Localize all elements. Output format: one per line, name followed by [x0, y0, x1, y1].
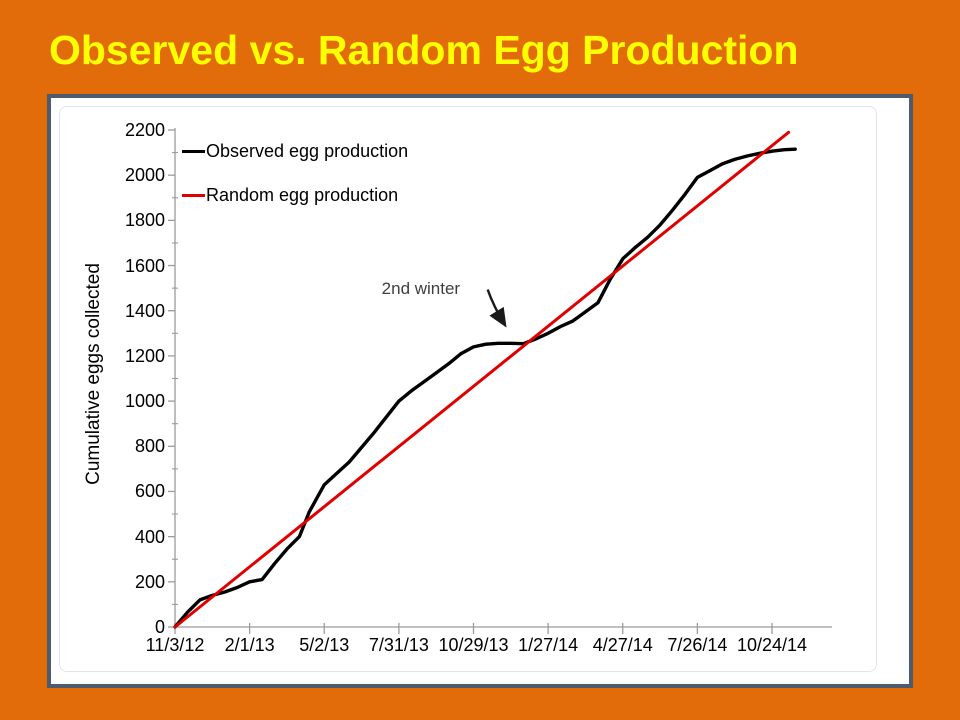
y-tick-label: 1800	[124, 210, 165, 231]
x-tick-label: 4/27/14	[592, 635, 653, 655]
y-tick-label: 1200	[124, 345, 165, 366]
legend-swatch	[182, 193, 205, 197]
slide-title: Observed vs. Random Egg Production	[49, 27, 799, 73]
y-tick-label: 200	[134, 571, 165, 592]
y-tick-label: 600	[134, 481, 165, 502]
x-tick-label: 1/27/14	[518, 635, 579, 655]
legend-item: Random egg production	[182, 184, 408, 206]
legend-item: Observed egg production	[182, 140, 408, 162]
annotation-arrow	[486, 289, 507, 328]
x-tick-label: 7/26/14	[667, 635, 728, 655]
chart-canvas	[168, 128, 832, 634]
x-tick-label: 10/24/14	[736, 635, 808, 655]
y-tick-label: 0	[154, 617, 165, 637]
y-tick-label: 1400	[124, 300, 165, 321]
y-tick-label: 800	[134, 436, 165, 457]
legend-label: Random egg production	[206, 184, 399, 205]
annotation-2nd-winter: 2nd winter	[381, 278, 461, 298]
x-tick-label: 11/3/12	[145, 635, 205, 655]
chart-legend: Observed egg production Random egg produc…	[182, 140, 408, 228]
x-tick-label: 2/1/13	[224, 635, 275, 655]
x-tick-label: 7/31/13	[368, 635, 429, 655]
x-tick-label: 5/2/13	[299, 635, 350, 655]
observed-series-line	[173, 147, 797, 629]
y-tick-label: 2000	[124, 165, 165, 186]
plot-area: Cumulative eggs collected 0 200 400 600 800 1…	[51, 98, 909, 684]
x-tick-label: 10/29/13	[438, 635, 509, 655]
y-tick-label: 2200	[124, 120, 165, 140]
y-tick-label: 1600	[124, 255, 165, 276]
y-tick-label: 400	[134, 526, 165, 547]
random-series-line	[173, 130, 791, 629]
chart-inner-frame	[59, 106, 877, 672]
legend-label: Observed egg production	[206, 140, 409, 161]
y-tick-label: 1000	[124, 391, 165, 412]
chart-panel: Cumulative eggs collected 0 200 400 600 800 1…	[47, 94, 913, 688]
legend-swatch	[182, 149, 205, 153]
